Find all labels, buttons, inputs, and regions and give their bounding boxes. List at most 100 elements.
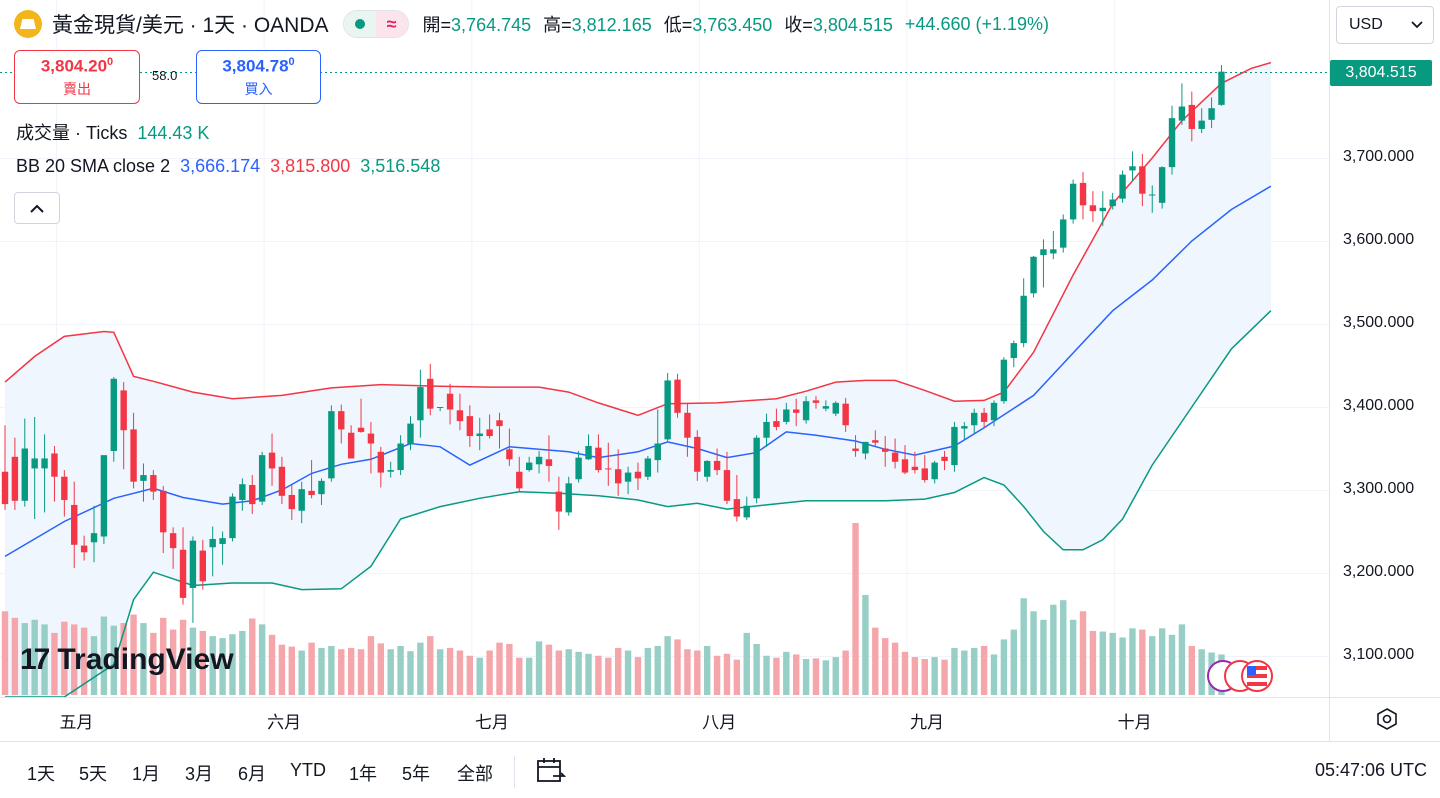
candle[interactable] bbox=[160, 485, 167, 554]
candle[interactable] bbox=[1089, 191, 1097, 222]
candle[interactable] bbox=[150, 470, 157, 500]
candle[interactable] bbox=[1099, 191, 1106, 227]
candle[interactable] bbox=[239, 478, 246, 511]
candle[interactable] bbox=[703, 460, 711, 482]
candle[interactable] bbox=[100, 455, 108, 544]
candle[interactable] bbox=[901, 445, 909, 475]
candle[interactable] bbox=[842, 397, 849, 432]
range-button[interactable]: 6月 bbox=[237, 764, 267, 784]
candle[interactable] bbox=[545, 435, 553, 482]
candle[interactable] bbox=[713, 448, 721, 476]
bb-indicator-legend[interactable]: BB 20 SMA close 2 3,666.174 3,815.800 3,516… bbox=[16, 156, 440, 177]
candle[interactable] bbox=[614, 449, 622, 496]
candle[interactable] bbox=[743, 496, 750, 520]
candle[interactable] bbox=[199, 539, 206, 590]
candle[interactable] bbox=[605, 442, 612, 486]
candle[interactable] bbox=[624, 466, 632, 495]
buy-button[interactable]: 3,804.780 買入 bbox=[196, 50, 321, 104]
range-button[interactable]: 5天 bbox=[78, 764, 108, 784]
utc-clock[interactable]: 05:47:06 UTC bbox=[1314, 760, 1427, 780]
currency-select[interactable]: USD bbox=[1336, 6, 1434, 44]
candle[interactable] bbox=[941, 450, 948, 471]
candle[interactable] bbox=[951, 421, 958, 472]
candle[interactable] bbox=[723, 451, 731, 505]
range-button[interactable]: 1年 bbox=[348, 764, 378, 784]
candle[interactable] bbox=[61, 470, 68, 517]
candle[interactable] bbox=[1208, 97, 1215, 129]
candle[interactable] bbox=[318, 478, 325, 505]
candle[interactable] bbox=[169, 527, 177, 569]
candle[interactable] bbox=[387, 461, 394, 478]
candle[interactable] bbox=[130, 412, 137, 489]
candle[interactable] bbox=[654, 409, 661, 473]
candle[interactable] bbox=[911, 451, 919, 474]
range-button[interactable]: 3月 bbox=[184, 764, 214, 784]
candle[interactable] bbox=[664, 372, 671, 442]
candle[interactable] bbox=[90, 505, 98, 563]
candle[interactable] bbox=[258, 451, 266, 505]
candle[interactable] bbox=[832, 401, 839, 417]
candle[interactable] bbox=[1218, 65, 1225, 106]
candle[interactable] bbox=[961, 421, 968, 440]
range-button[interactable]: 全部 bbox=[457, 764, 493, 784]
range-button[interactable]: 1天 bbox=[26, 764, 56, 784]
candle[interactable] bbox=[595, 434, 602, 473]
candle[interactable] bbox=[179, 527, 187, 605]
candle[interactable] bbox=[229, 493, 236, 542]
tradingview-logo[interactable]: 17 TradingView bbox=[20, 643, 234, 677]
candle[interactable] bbox=[51, 446, 58, 502]
candle[interactable] bbox=[674, 373, 681, 418]
candle[interactable] bbox=[308, 460, 315, 499]
candle[interactable] bbox=[249, 475, 256, 515]
candle[interactable] bbox=[1168, 105, 1176, 175]
volume-indicator-legend[interactable]: 成交量 · Ticks 144.43 K bbox=[16, 119, 209, 145]
range-button[interactable]: YTD bbox=[290, 760, 326, 780]
candle[interactable] bbox=[407, 416, 414, 451]
range-button[interactable]: 1月 bbox=[131, 764, 161, 784]
candle[interactable] bbox=[476, 417, 483, 451]
candle[interactable] bbox=[802, 396, 810, 424]
candle[interactable] bbox=[11, 437, 19, 510]
candle[interactable] bbox=[763, 413, 770, 447]
candle[interactable] bbox=[347, 425, 355, 459]
candle[interactable] bbox=[1030, 255, 1037, 298]
candle[interactable] bbox=[189, 536, 197, 623]
candle[interactable] bbox=[516, 456, 523, 493]
candle[interactable] bbox=[882, 436, 889, 467]
range-button[interactable]: 5年 bbox=[401, 764, 431, 784]
candle[interactable] bbox=[872, 430, 879, 447]
candle[interactable] bbox=[753, 435, 760, 504]
candle[interactable] bbox=[891, 438, 899, 469]
candle[interactable] bbox=[1158, 166, 1166, 209]
candle[interactable] bbox=[793, 398, 800, 427]
candle[interactable] bbox=[41, 434, 48, 513]
candle[interactable] bbox=[1079, 172, 1087, 220]
candle[interactable] bbox=[338, 404, 345, 444]
candle[interactable] bbox=[80, 535, 88, 561]
candle[interactable] bbox=[980, 407, 988, 428]
collapse-legend-button[interactable] bbox=[14, 192, 60, 224]
candle[interactable] bbox=[684, 402, 691, 457]
candle[interactable] bbox=[565, 476, 572, 516]
sell-button[interactable]: 3,804.200 賣出 bbox=[14, 50, 140, 104]
candle[interactable] bbox=[486, 414, 493, 439]
candle[interactable] bbox=[31, 416, 38, 520]
candle[interactable] bbox=[1119, 170, 1126, 203]
candle[interactable] bbox=[71, 481, 78, 569]
candle[interactable] bbox=[783, 402, 790, 425]
candle[interactable] bbox=[1069, 179, 1077, 224]
candle[interactable] bbox=[436, 407, 444, 412]
candle[interactable] bbox=[1010, 340, 1017, 368]
candle[interactable] bbox=[535, 450, 543, 474]
candle[interactable] bbox=[525, 456, 533, 472]
candle[interactable] bbox=[773, 408, 780, 431]
candle[interactable] bbox=[110, 377, 117, 462]
candle[interactable] bbox=[209, 526, 216, 577]
chart-settings-icon[interactable] bbox=[1374, 706, 1400, 732]
candle[interactable] bbox=[634, 462, 642, 490]
candle[interactable] bbox=[357, 398, 365, 433]
candle[interactable] bbox=[417, 369, 424, 438]
candle[interactable] bbox=[298, 481, 305, 524]
candle[interactable] bbox=[1, 425, 9, 510]
